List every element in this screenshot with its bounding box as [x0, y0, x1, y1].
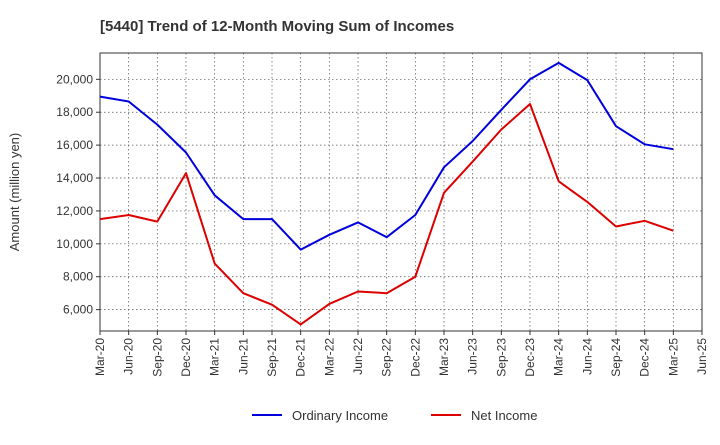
x-tick-label: Sep-24 — [609, 338, 623, 377]
x-tick-label: Jun-25 — [695, 338, 709, 375]
x-tick-label: Jun-24 — [580, 338, 594, 375]
plot-area — [99, 52, 703, 332]
x-tick-label: Mar-22 — [322, 338, 336, 376]
x-tick-label: Jun-23 — [466, 338, 480, 375]
y-tick-label: 10,000 — [56, 237, 93, 251]
y-tick-label: 20,000 — [56, 72, 93, 86]
x-tick-label: Dec-22 — [408, 338, 422, 377]
legend: Ordinary Income Net Income — [252, 408, 537, 423]
y-tick-label: 6,000 — [63, 303, 93, 317]
y-axis-label: Amount (million yen) — [7, 133, 22, 252]
series-line-ordinary-income — [99, 61, 674, 251]
x-tick-label: Sep-23 — [494, 338, 508, 377]
x-tick-label: Mar-24 — [552, 338, 566, 376]
x-tick-label: Mar-25 — [666, 338, 680, 376]
legend-label-ordinary-income: Ordinary Income — [292, 408, 388, 423]
y-tick-label: 16,000 — [56, 138, 93, 152]
x-tick-label: Dec-24 — [638, 338, 652, 377]
y-axis: 6,000 8,000 10,000 12,000 14,000 16,000 18,000… — [56, 72, 100, 317]
x-tick-label: Sep-22 — [380, 338, 394, 377]
x-tick-label: Sep-20 — [150, 338, 164, 377]
x-tick-label: Mar-20 — [93, 338, 107, 376]
x-tick-label: Jun-21 — [236, 338, 250, 375]
x-tick-label: Dec-23 — [523, 338, 537, 377]
x-tick-label: Mar-21 — [208, 338, 222, 376]
x-tick-label: Jun-22 — [351, 338, 365, 375]
x-axis: Mar-20 Jun-20 Sep-20 Dec-20 Mar-21 Jun-21 Sep-… — [93, 331, 709, 377]
x-tick-label: Mar-23 — [437, 338, 451, 376]
x-tick-label: Dec-20 — [179, 338, 193, 377]
grid — [99, 53, 703, 331]
legend-label-net-income: Net Income — [471, 408, 537, 423]
y-tick-label: 8,000 — [63, 270, 93, 284]
x-tick-label: Dec-21 — [294, 338, 308, 377]
x-tick-label: Sep-21 — [265, 338, 279, 377]
chart-title: [5440] Trend of 12-Month Moving Sum of I… — [100, 18, 454, 35]
series-lines — [99, 61, 674, 326]
y-tick-label: 18,000 — [56, 105, 93, 119]
series-line-net-income — [99, 103, 674, 326]
y-tick-label: 14,000 — [56, 171, 93, 185]
y-tick-label: 12,000 — [56, 204, 93, 218]
x-tick-label: Jun-20 — [122, 338, 136, 375]
